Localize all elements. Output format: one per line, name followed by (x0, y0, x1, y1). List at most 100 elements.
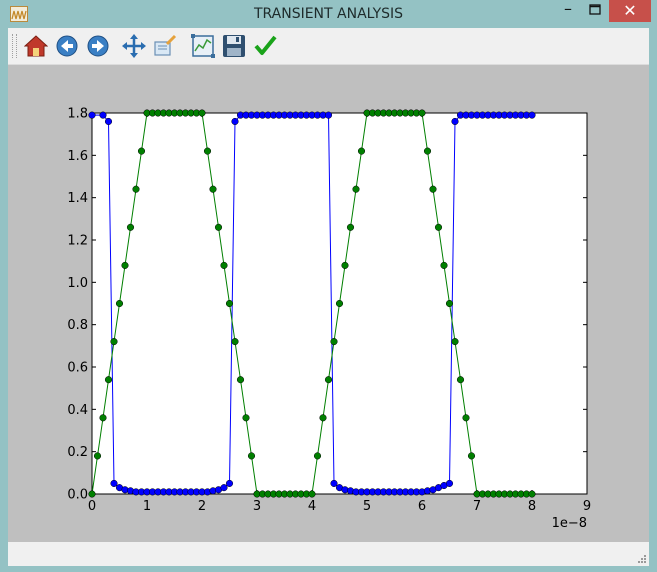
series-0 (88, 111, 536, 496)
forward-arrow-icon (87, 35, 109, 57)
data-point (445, 299, 454, 308)
status-bar (8, 542, 649, 566)
data-point (203, 147, 212, 155)
zoom-button[interactable] (152, 33, 178, 59)
data-point (324, 376, 333, 384)
data-point (231, 338, 239, 346)
data-point (104, 376, 113, 384)
data-point (335, 299, 344, 308)
data-point (110, 338, 118, 346)
data-point (225, 479, 234, 487)
data-point (231, 117, 239, 126)
x-tick-label: 5 (363, 499, 371, 514)
data-point (352, 185, 360, 193)
x-tick-label: 9 (583, 499, 591, 514)
data-point (308, 490, 316, 498)
data-point (214, 223, 223, 231)
y-tick-label: 1.8 (67, 107, 88, 122)
data-point (93, 452, 102, 460)
close-button[interactable]: ✕ (609, 0, 651, 22)
x-tick-label: 7 (473, 499, 481, 514)
data-point (418, 109, 426, 117)
data-point (330, 338, 338, 346)
maximize-button[interactable] (582, 0, 608, 22)
x-tick-label: 6 (418, 499, 426, 514)
window-title: TRANSIENT ANALYSIS (253, 6, 404, 22)
data-point (324, 111, 333, 119)
x-tick-label: 4 (308, 499, 316, 514)
data-point (225, 299, 234, 308)
data-point (346, 223, 355, 231)
save-floppy-icon (223, 35, 245, 57)
data-point (330, 479, 338, 487)
data-point (462, 414, 470, 422)
x-axis-offset-label: 1e−8 (552, 516, 587, 531)
window-client-area: 0 1 2 3 4 5 6 7 8 9 0.0 0.2 0.4 0.6 0.8 1.0 1.2 1.4 1.6 1.8… (8, 28, 649, 566)
data-point (242, 414, 250, 422)
x-tick-label: 8 (528, 499, 536, 514)
x-tick-label: 2 (198, 499, 206, 514)
pan-button[interactable] (121, 33, 147, 59)
checkmark-icon (254, 35, 277, 55)
data-point (451, 338, 459, 346)
y-tick-label: 0.6 (67, 361, 88, 376)
y-tick-label: 0.2 (67, 445, 88, 460)
home-icon (24, 35, 48, 57)
app-waveform-icon (10, 6, 28, 22)
forward-button[interactable] (85, 33, 111, 59)
data-point (110, 479, 118, 487)
pan-move-icon (122, 34, 146, 58)
data-point (313, 452, 322, 460)
confirm-button[interactable] (252, 33, 278, 59)
data-point (99, 111, 107, 119)
data-point (132, 185, 140, 193)
data-point (247, 452, 256, 460)
resize-grip-icon[interactable] (637, 554, 647, 564)
data-point (121, 261, 129, 269)
data-point (357, 147, 366, 155)
data-point (451, 117, 459, 126)
series-1 (88, 109, 536, 498)
y-tick-label: 1.0 (67, 276, 88, 291)
data-point (198, 109, 206, 117)
data-point (445, 479, 454, 487)
back-button[interactable] (54, 33, 80, 59)
y-tick-label: 1.2 (67, 234, 88, 249)
figure-canvas[interactable]: 0 1 2 3 4 5 6 7 8 9 0.0 0.2 0.4 0.6 0.8 1.0 1.2 1.4 1.6 1.8… (8, 65, 649, 542)
data-point (88, 111, 96, 119)
data-point (88, 490, 96, 498)
data-point (209, 185, 217, 193)
subplots-button[interactable] (190, 33, 216, 59)
home-button[interactable] (23, 33, 49, 59)
data-point (137, 147, 146, 155)
minimize-button[interactable]: – (564, 0, 572, 18)
data-point (528, 490, 536, 498)
data-point (528, 111, 536, 119)
navigation-toolbar (8, 28, 649, 65)
title-bar[interactable]: TRANSIENT ANALYSIS – ✕ (0, 0, 657, 28)
data-point (236, 376, 245, 384)
toolbar-grip[interactable] (12, 34, 17, 58)
y-tick-label: 0.8 (67, 318, 88, 333)
data-point (440, 261, 448, 269)
x-tick-label: 1 (143, 499, 151, 514)
data-point (115, 299, 124, 308)
data-point (467, 452, 476, 460)
data-point (319, 414, 327, 422)
zoom-rect-icon (154, 34, 177, 56)
data-point (456, 376, 465, 384)
transient-chart[interactable]: 0 1 2 3 4 5 6 7 8 9 0.0 0.2 0.4 0.6 0.8 1.0 1.2 1.4 1.6 1.8… (8, 65, 649, 542)
data-point (220, 261, 228, 269)
subplots-config-icon (191, 34, 215, 58)
data-point (220, 484, 228, 492)
y-tick-label: 1.4 (67, 191, 88, 206)
back-arrow-icon (56, 35, 78, 57)
data-point (126, 223, 135, 231)
x-tick-label: 0 (88, 499, 96, 514)
x-tick-label: 3 (253, 499, 261, 514)
data-point (423, 147, 432, 155)
y-tick-label: 1.6 (67, 149, 88, 164)
data-point (429, 185, 437, 193)
save-button[interactable] (221, 33, 247, 59)
